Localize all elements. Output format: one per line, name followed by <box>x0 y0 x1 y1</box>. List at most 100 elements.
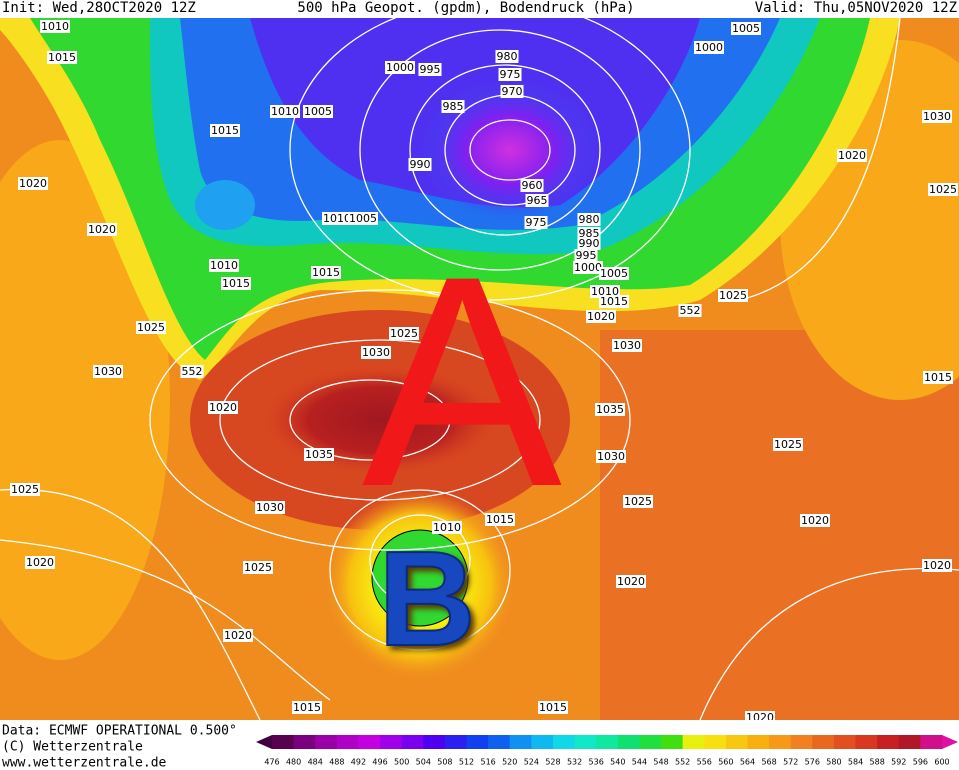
label-background <box>221 277 251 290</box>
colorbar-segment <box>920 735 943 749</box>
low-letter: B <box>378 523 476 674</box>
label-background <box>255 501 285 514</box>
isobar-label: 1025 <box>390 327 418 340</box>
isobar-label: 1035 <box>305 448 333 461</box>
label-background <box>136 321 166 334</box>
label-background <box>10 483 40 496</box>
colorbar-segment <box>466 735 489 749</box>
label-background <box>595 403 625 416</box>
colorbar-segment <box>509 735 532 749</box>
website: www.wetterzentrale.de <box>2 756 167 770</box>
colorbar-tick-label: 568 <box>761 758 776 767</box>
colorbar-segment <box>833 735 857 749</box>
colorbar-segment <box>574 735 597 749</box>
label-background <box>500 85 524 98</box>
label-background <box>93 365 123 378</box>
isobar-label: 1025 <box>244 561 272 574</box>
colorbar-tick-label: 584 <box>848 758 863 767</box>
label-background <box>322 212 352 225</box>
colorbar-tick-label: 520 <box>502 758 517 767</box>
label-background <box>678 304 702 317</box>
isobar-label: 1010 <box>591 285 619 298</box>
colorbar-segment <box>617 735 640 749</box>
isobar-label: 1030 <box>597 450 625 463</box>
isobar-label: 1000 <box>574 261 602 274</box>
isobar-label: 1030 <box>923 110 951 123</box>
isobar-label: 1010 <box>210 259 238 272</box>
isobar-label: 1010 <box>271 105 299 118</box>
isobar-label: 985 <box>579 227 600 240</box>
isobar-label: 1035 <box>596 403 624 416</box>
isobar-label: 1030 <box>94 365 122 378</box>
colorbar: 476 480 484 488 492 496 500 504 508 512 516 520 524 5… <box>256 735 958 767</box>
label-background <box>599 267 629 280</box>
isobar-label: 1020 <box>224 629 252 642</box>
isobar-label: 1005 <box>304 105 332 118</box>
label-background <box>441 100 465 113</box>
isobar-label: 1015 <box>600 295 628 308</box>
colorbar-tick-label: 512 <box>459 758 474 767</box>
isobar-label: 1015 <box>211 124 239 137</box>
label-background <box>180 365 204 378</box>
colorbar-segment <box>747 735 770 749</box>
colorbar-tick-label: 572 <box>783 758 798 767</box>
label-background <box>590 285 620 298</box>
colorbar-tick-label: 480 <box>286 758 301 767</box>
isobar-label: 995 <box>576 249 597 262</box>
colorbar-tick-label: 564 <box>740 758 755 767</box>
isobar-label: 1010 <box>41 20 69 33</box>
label-background <box>485 513 515 526</box>
isobar-label: 1020 <box>746 711 774 724</box>
isobar-label: 965 <box>527 194 548 207</box>
label-background <box>418 63 442 76</box>
colorbar-tick-label: 580 <box>826 758 841 767</box>
isobar-label: 1020 <box>19 177 47 190</box>
label-background <box>270 105 300 118</box>
label-background <box>718 289 748 302</box>
isobars <box>0 18 959 720</box>
label-background <box>599 295 629 308</box>
label-background <box>623 495 653 508</box>
isobar-label: 1015 <box>293 701 321 714</box>
isobar-label: 1020 <box>587 310 615 323</box>
label-background <box>389 327 419 340</box>
isobar-label: 970 <box>502 85 523 98</box>
colorbar-segment <box>898 735 921 749</box>
label-background <box>223 629 253 642</box>
colorbar-segment <box>725 735 748 749</box>
label-background <box>573 261 603 274</box>
isobar-label: 1020 <box>209 401 237 414</box>
label-background <box>209 259 239 272</box>
colorbar-segment <box>380 735 403 749</box>
isobar-label: 1025 <box>929 183 957 196</box>
colorbar-tick-label: 484 <box>308 758 323 767</box>
colorbar-segment <box>812 735 835 749</box>
label-background <box>525 194 549 207</box>
colorbar-end <box>256 735 272 749</box>
isobar-label: 1030 <box>613 339 641 352</box>
label-background <box>243 561 273 574</box>
colorbar-tick-label: 544 <box>632 758 647 767</box>
label-background <box>694 41 724 54</box>
isobar-label: 1005 <box>600 267 628 280</box>
label-background <box>210 124 240 137</box>
label-background <box>612 339 642 352</box>
label-background <box>837 149 867 162</box>
colorbar-segment <box>336 735 359 749</box>
colorbar-tick-label: 600 <box>934 758 949 767</box>
isobar-label: 1020 <box>801 514 829 527</box>
label-background <box>586 310 616 323</box>
label-background <box>524 216 548 229</box>
colorbar-segment <box>401 735 424 749</box>
isobar-label: 1015 <box>48 51 76 64</box>
label-background <box>292 701 322 714</box>
isobar-label: 1025 <box>719 289 747 302</box>
label-background <box>577 213 601 226</box>
isobar-label: 1015 <box>222 277 250 290</box>
label-background <box>773 438 803 451</box>
isobar-label: 1015 <box>924 371 952 384</box>
colorbar-tick-label: 532 <box>567 758 582 767</box>
high-letter: A <box>362 213 564 549</box>
